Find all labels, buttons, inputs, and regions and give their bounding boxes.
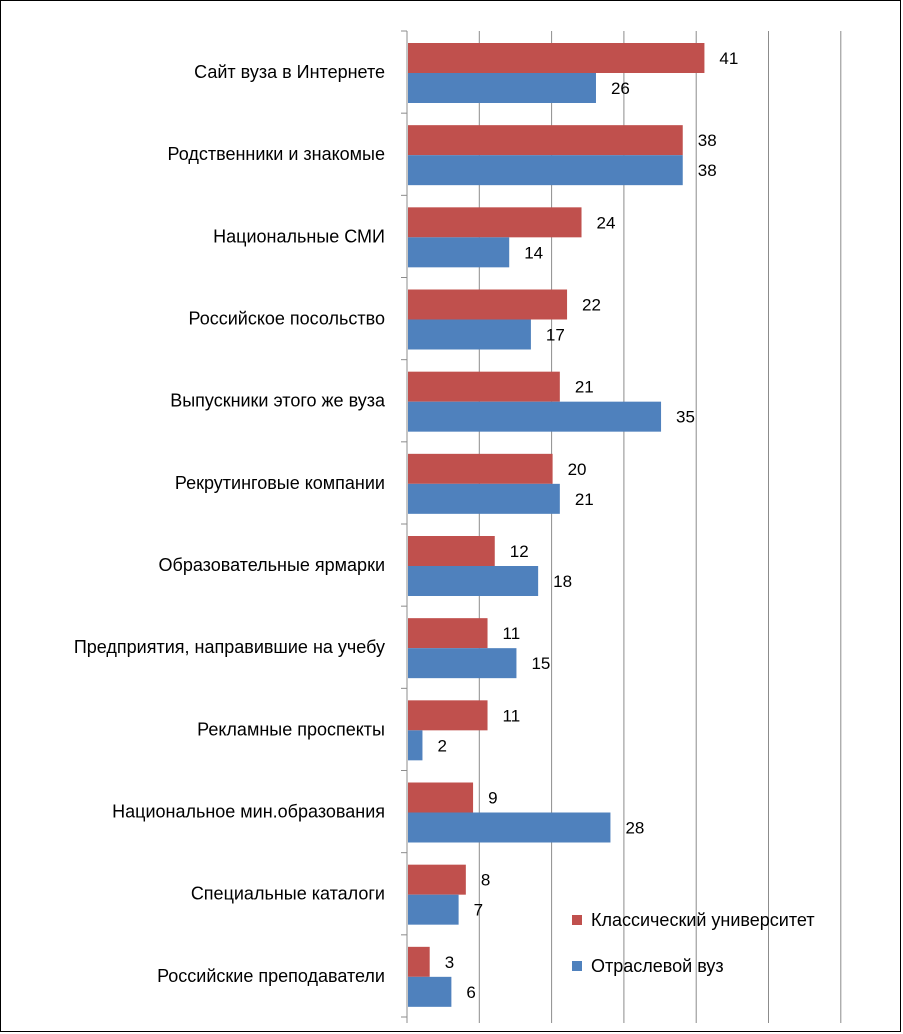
bar-classic [408,618,488,649]
data-label: 18 [553,572,572,591]
bar-branch [408,648,517,679]
legend-swatch [572,961,582,971]
data-label: 11 [503,706,521,725]
category-label: Российские преподаватели [157,966,385,986]
category-label: Выпускники этого же вуза [170,391,386,411]
data-label: 3 [445,953,454,972]
data-label: 17 [546,326,565,345]
bar-classic [408,946,430,977]
bar-classic [408,207,582,238]
data-label: 22 [582,296,601,315]
bar-branch [408,812,611,843]
data-label: 24 [597,213,616,232]
bar-classic [408,782,474,813]
data-label: 38 [698,161,717,180]
bar-branch [408,319,531,350]
data-label: 28 [625,819,644,838]
category-label: Специальные каталоги [191,884,385,904]
bar-branch [408,155,683,186]
category-label: Сайт вуза в Интернете [194,62,385,82]
bar-branch [408,73,596,103]
legend-label: Классический университет [591,910,815,930]
category-label: Образовательные ярмарки [159,555,385,575]
bar-branch [408,566,539,596]
data-label: 21 [575,490,594,509]
data-label: 20 [568,460,587,479]
category-label: Рекрутинговые компании [175,473,385,493]
bar-branch [408,237,510,268]
data-label: 6 [466,983,475,1002]
gridlines [478,31,842,1017]
bar-classic [408,864,466,895]
legend: Классический университет Отраслевой вуз [572,910,815,976]
bar-branch [408,976,452,1007]
data-label: 11 [503,624,521,643]
data-label: 35 [676,408,695,427]
bar-classic [408,43,705,73]
data-label: 15 [531,654,550,673]
data-label: 2 [437,736,446,755]
bar-classic [408,700,488,731]
category-label: Национальное мин.образования [112,802,385,822]
data-label: 9 [488,789,497,808]
category-label: Рекламные проспекты [197,719,385,739]
data-label: 38 [698,131,717,150]
legend-label: Отраслевой вуз [591,956,724,976]
data-label: 8 [481,871,490,890]
category-label: Родственники и знакомые [168,144,386,164]
data-label: 12 [510,542,529,561]
category-label: Национальные СМИ [213,226,385,246]
data-label: 7 [474,901,483,920]
category-label: Предприятия, направившие на учебу [74,637,385,657]
bar-classic [408,125,683,156]
legend-swatch [572,915,582,925]
data-label: 14 [524,243,543,262]
category-axis [401,30,842,1023]
bar-classic [408,536,495,566]
bar-classic [408,289,568,320]
data-label: 26 [611,79,630,98]
category-label: Российское посольство [188,309,385,329]
bar-branch [408,483,560,514]
bar-classic [408,371,560,402]
bars [408,43,705,1007]
bar-branch [408,401,662,432]
bar-classic [408,453,553,484]
bar-branch [408,730,423,761]
data-label: 41 [719,49,738,68]
data-label: 21 [575,378,594,397]
bar-branch [408,894,459,925]
